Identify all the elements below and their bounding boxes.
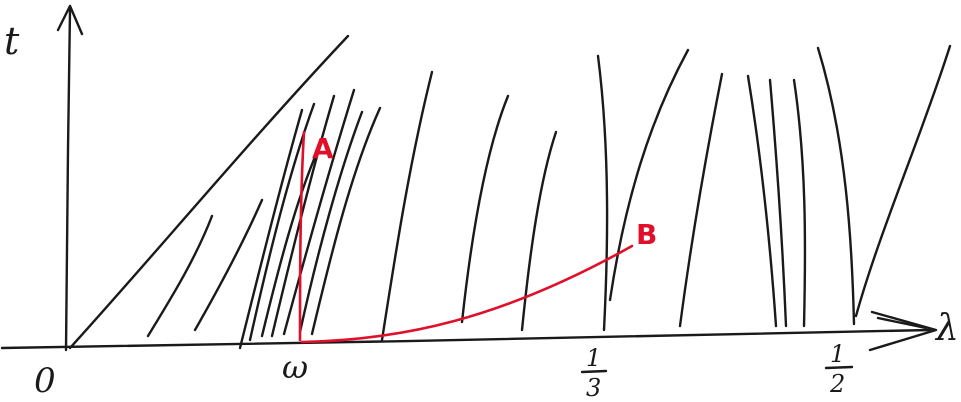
half-fraction-bar: [824, 365, 854, 370]
char-line: [596, 54, 609, 332]
char-line: [460, 94, 510, 324]
origin-label: 0: [34, 361, 56, 401]
horizontal-axis: [0, 310, 938, 352]
char-line: [520, 130, 558, 332]
characteristic-lines: [68, 34, 952, 350]
third-fraction-bar: [580, 369, 608, 374]
half-numerator: 1: [830, 340, 845, 368]
char-line: [298, 110, 364, 334]
lambda-axis-label: λ: [934, 308, 959, 349]
vertical-axis: [56, 4, 84, 352]
half-denominator: 2: [829, 370, 845, 398]
char-line: [146, 214, 214, 338]
red-curve-to-b: [300, 244, 634, 344]
char-line: [792, 78, 807, 328]
char-line: [238, 108, 304, 350]
char-line: [260, 148, 320, 338]
third-numerator: 1: [586, 344, 601, 372]
char-line: [608, 48, 690, 302]
char-line: [746, 74, 778, 328]
char-line: [193, 198, 264, 332]
char-line: [816, 46, 856, 326]
t-axis-label: t: [4, 19, 20, 63]
char-line: [380, 70, 434, 342]
red-paths: [298, 130, 634, 344]
char-line: [248, 102, 316, 342]
char-line: [282, 88, 356, 336]
char-line: [768, 78, 788, 328]
char-line: [678, 72, 724, 328]
labels: t λ 0 ω 1 3 1 2 A B: [4, 19, 959, 402]
third-denominator: 3: [586, 374, 601, 402]
omega-tick-label: ω: [282, 348, 308, 386]
point-b-label: B: [636, 218, 657, 251]
char-line: [854, 44, 952, 318]
red-vertical-path: [298, 130, 306, 342]
point-a-label: A: [312, 132, 334, 165]
char-line-origin: [68, 34, 350, 350]
char-line: [310, 106, 382, 336]
